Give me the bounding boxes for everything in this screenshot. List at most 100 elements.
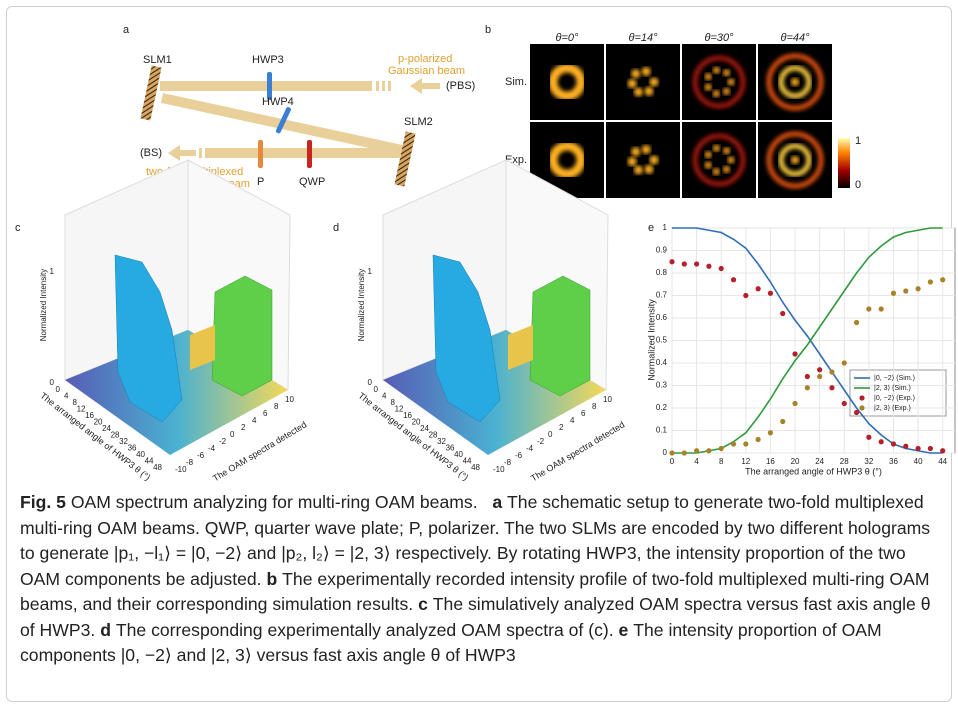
exp-point xyxy=(718,265,724,272)
sim-line xyxy=(672,227,943,454)
exp-point xyxy=(915,286,921,292)
x-tick-label: 0 xyxy=(670,457,675,466)
component-label: HWP4 xyxy=(262,96,294,108)
angle-tick-label: 8 xyxy=(73,398,78,407)
oam-tick-label: -2 xyxy=(537,437,545,446)
bar-group xyxy=(114,254,183,423)
oam-tick-label: 10 xyxy=(603,395,612,404)
exp-point xyxy=(841,360,847,366)
y-tick-label: 0.6 xyxy=(656,313,668,322)
spot xyxy=(649,77,659,87)
bar-group xyxy=(529,275,591,397)
oam-tick-label: -4 xyxy=(526,444,534,453)
angle-tick-label: 40 xyxy=(136,450,145,459)
spot xyxy=(704,161,712,169)
panel-label: a xyxy=(123,24,130,36)
component-label: SLM1 xyxy=(143,54,172,66)
panel-label: c xyxy=(15,222,21,234)
legend-label: |2, 3⟩ (Sim.) xyxy=(874,384,911,392)
angle-tick-label: 32 xyxy=(119,437,128,446)
exp-point xyxy=(780,310,786,317)
ring xyxy=(548,63,586,101)
ring xyxy=(766,131,824,189)
caption-part: c The simulatively analyzed OAM spectra v… xyxy=(20,594,931,640)
angle-tick-label: 24 xyxy=(420,424,429,433)
exp-point xyxy=(755,286,761,292)
exp-point xyxy=(681,450,687,456)
angle-tick-label: 48 xyxy=(471,463,480,472)
caption-part-text: The experimentally recorded intensity pr… xyxy=(20,568,930,615)
component-label: SLM2 xyxy=(404,116,433,128)
angle-tick-label: 28 xyxy=(111,431,120,440)
y-tick-label: 0.9 xyxy=(656,246,668,255)
oam-tick-label: 10 xyxy=(285,395,294,404)
spot xyxy=(791,156,799,164)
spot xyxy=(649,155,659,165)
x-tick-label: 44 xyxy=(938,457,947,466)
exp-point xyxy=(706,263,712,269)
exp-point xyxy=(829,369,835,375)
oam-tick-label: 4 xyxy=(570,416,575,425)
spot xyxy=(727,78,735,86)
x-tick-label: 36 xyxy=(889,457,898,466)
oam-tick-label: 4 xyxy=(252,416,257,425)
angle-tick-label: 40 xyxy=(454,450,463,459)
ring xyxy=(692,55,746,109)
spot xyxy=(727,156,735,164)
exp-point xyxy=(804,385,810,391)
ring xyxy=(778,65,812,99)
exp-point xyxy=(792,351,798,357)
angle-tick-label: 12 xyxy=(395,405,404,414)
caption-part-text: The schematic setup to generate two-fold… xyxy=(20,492,931,589)
caption-part: b The experimentally recorded intensity p… xyxy=(20,569,929,615)
exp-point xyxy=(694,448,700,454)
exp-point xyxy=(866,434,872,440)
ring xyxy=(548,141,586,179)
x-tick-label: 32 xyxy=(864,457,873,466)
caption-part: e The intensity proportion of OAM compone… xyxy=(20,620,882,666)
exp-point xyxy=(730,441,737,447)
y-tick-label: 0 xyxy=(663,448,668,457)
oam-tick-label: -6 xyxy=(515,451,523,460)
legend-swatch xyxy=(859,395,865,401)
spot xyxy=(641,144,651,154)
exp-point xyxy=(866,306,872,312)
component-label: QWP xyxy=(299,176,325,188)
oam-tick-label: -6 xyxy=(197,451,205,460)
exp-point xyxy=(669,259,675,265)
spot xyxy=(644,164,654,174)
exp-point xyxy=(853,409,860,416)
component-label: HWP3 xyxy=(252,54,284,66)
exp-point xyxy=(792,400,798,407)
oam-tick-label: 2 xyxy=(241,423,246,432)
exp-point xyxy=(903,443,909,449)
beam-label: p-polarized xyxy=(398,53,452,65)
exp-point xyxy=(940,277,946,283)
angle-tick-label: 16 xyxy=(403,411,412,420)
x-tick-label: 20 xyxy=(791,457,800,466)
spot xyxy=(712,90,720,98)
exp-point xyxy=(841,400,847,407)
oam-tick-label: 6 xyxy=(581,409,586,418)
bar-group xyxy=(190,325,215,370)
exp-point xyxy=(767,290,774,296)
oam-tick-label: -2 xyxy=(219,437,227,446)
column-label: θ=44° xyxy=(780,32,810,44)
angle-tick-label: 8 xyxy=(391,398,396,407)
z-tick-label: 0 xyxy=(368,378,373,387)
exp-point xyxy=(743,441,749,447)
y-tick-label: 1 xyxy=(663,223,668,232)
legend-label: |2, 3⟩ (Exp.) xyxy=(874,404,911,412)
y-tick-label: 0.3 xyxy=(656,381,668,390)
spot xyxy=(631,69,641,79)
angle-tick-label: 0 xyxy=(374,385,379,394)
axis-label: Normalized Intensity xyxy=(39,269,48,341)
legend-label: |0, −2⟩ (Sim.) xyxy=(874,374,915,382)
caption-part-label: e xyxy=(618,619,629,640)
colorbar xyxy=(838,138,850,188)
angle-tick-label: 16 xyxy=(85,411,94,420)
oam-tick-label: -10 xyxy=(175,465,187,474)
y-tick-label: 0.5 xyxy=(656,336,668,345)
x-tick-label: 12 xyxy=(741,457,750,466)
spot xyxy=(722,87,730,95)
